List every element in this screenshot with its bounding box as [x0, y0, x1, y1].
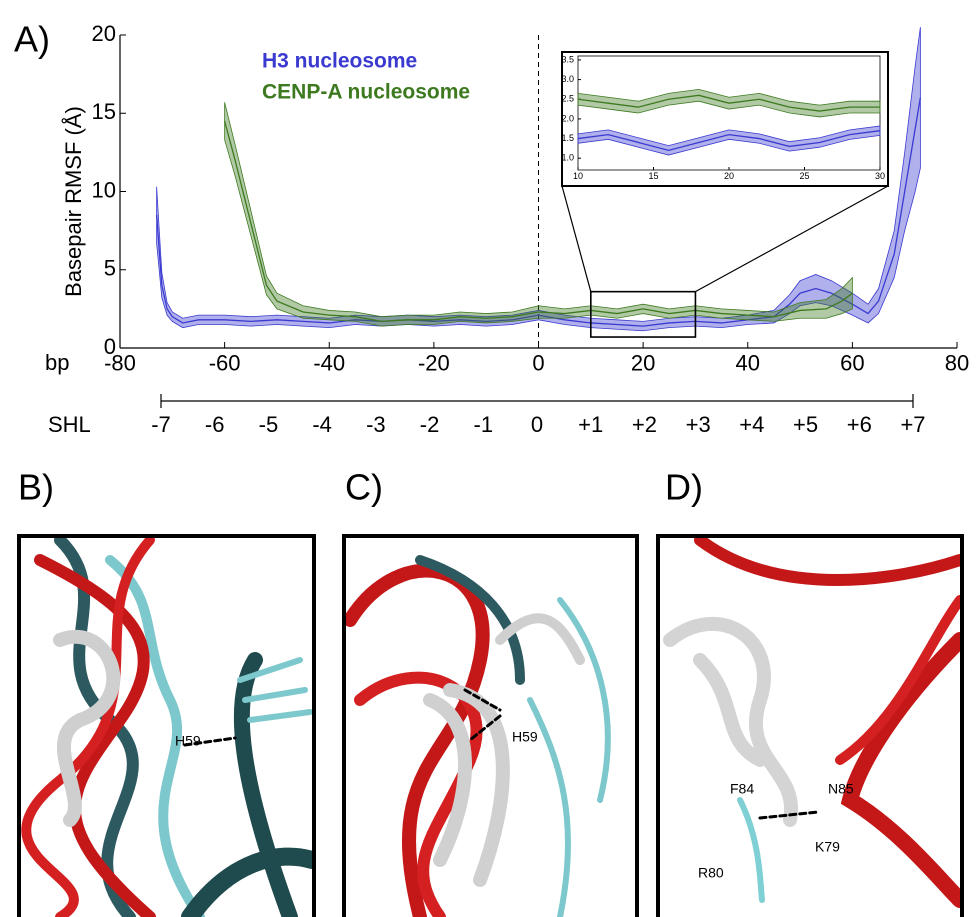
- x-tick-label: -40: [313, 350, 345, 375]
- x-tick-label: 40: [736, 350, 760, 375]
- x-tick-label: 25: [799, 171, 809, 181]
- y-tick-label: 15: [92, 99, 116, 124]
- x-tick-label: 20: [724, 171, 734, 181]
- y-tick-label: 1.0: [561, 153, 574, 163]
- x-tick-label: 80: [945, 350, 969, 375]
- panel-frame: [17, 534, 316, 917]
- x-tick-label: 15: [648, 171, 658, 181]
- series-line: [577, 130, 881, 152]
- y-axis-label: Basepair RMSF (Å): [61, 106, 86, 297]
- legend-entry: H3 nucleosome: [262, 50, 417, 73]
- panel-label: D): [665, 467, 703, 508]
- zoom-box: [590, 290, 697, 338]
- error-band: [577, 125, 881, 156]
- y-tick-label: 3.5: [561, 54, 574, 64]
- x-tick-label: 60: [840, 350, 864, 375]
- x-tick-label: 30: [875, 171, 885, 181]
- category-label: -3: [366, 412, 386, 437]
- zoom-connector: [561, 185, 592, 292]
- x-tick-label: 0: [532, 350, 544, 375]
- category-label: +1: [578, 412, 603, 437]
- y-tick-label: 2.0: [561, 113, 574, 123]
- x-axis-label: bp: [45, 350, 69, 375]
- y-tick-label: 3.0: [561, 74, 574, 84]
- panel-label: C): [345, 467, 383, 508]
- x-tick-label: 20: [631, 350, 655, 375]
- zoom-connector: [695, 185, 889, 293]
- panel-frame: [656, 534, 964, 917]
- error-band: [224, 102, 853, 327]
- annotation: H59: [512, 729, 538, 745]
- y-tick-label: 1.5: [561, 133, 574, 143]
- x-tick-label: -80: [104, 350, 136, 375]
- category-label: +2: [632, 412, 657, 437]
- category-label: +4: [739, 412, 764, 437]
- series-line: [223, 120, 853, 323]
- structure-image: [21, 537, 312, 917]
- category-label: +3: [686, 412, 711, 437]
- annotation: N85: [828, 781, 854, 797]
- annotation: H59: [175, 733, 201, 749]
- y-tick-label: 0: [104, 334, 116, 359]
- category-label: -5: [259, 412, 279, 437]
- series-line: [155, 97, 922, 327]
- y-tick-label: 5: [104, 256, 116, 281]
- x-tick-label: 10: [573, 171, 583, 181]
- category-label: -2: [420, 412, 440, 437]
- category-label: 0: [531, 412, 543, 437]
- annotation: K79: [815, 839, 840, 855]
- y-tick-label: 2.5: [561, 94, 574, 104]
- inset-frame: [561, 51, 889, 187]
- x-tick-label: -20: [418, 350, 450, 375]
- panel-frame: [342, 534, 639, 917]
- structure-image: [345, 555, 611, 917]
- category-label: -7: [151, 412, 171, 437]
- x-tick-label: -60: [209, 350, 241, 375]
- structure-image: [663, 537, 960, 908]
- legend-entry: CENP-A nucleosome: [262, 81, 470, 104]
- series-line: [577, 94, 880, 112]
- y-tick-label: 10: [92, 177, 116, 202]
- category-label: +6: [847, 412, 872, 437]
- category-label: -6: [205, 412, 225, 437]
- y-tick-label: 20: [92, 21, 116, 46]
- category-label: -1: [474, 412, 494, 437]
- annotation: F84: [730, 781, 754, 797]
- panel-label: A): [14, 19, 50, 60]
- category-label: +5: [793, 412, 818, 437]
- panel-label: B): [18, 467, 54, 508]
- axis-label: SHL: [48, 412, 91, 437]
- category-label: -4: [312, 412, 332, 437]
- annotation: R80: [698, 865, 724, 881]
- category-label: +7: [900, 412, 925, 437]
